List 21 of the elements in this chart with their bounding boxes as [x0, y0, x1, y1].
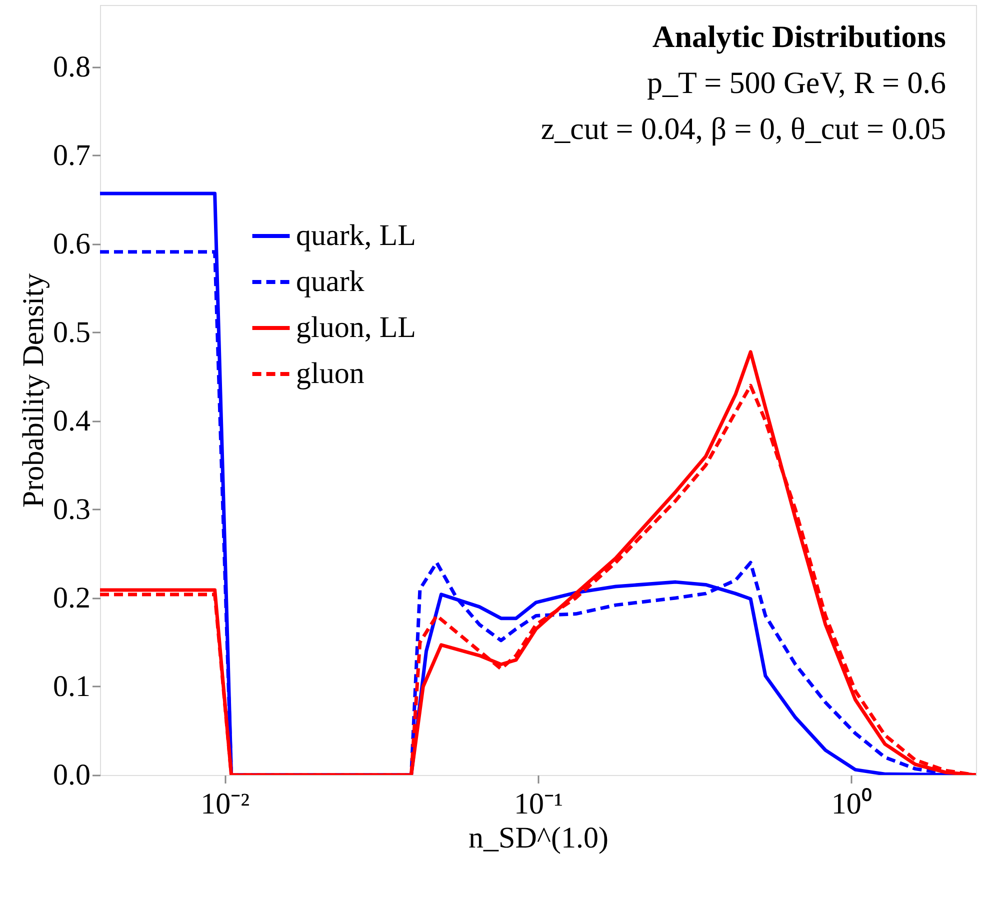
- legend-label: quark, LL: [296, 219, 416, 252]
- y-tick-label: 0.0: [53, 758, 90, 792]
- x-tick-label: 10⁻²: [200, 788, 250, 820]
- y-tick-label: 0.5: [53, 316, 90, 349]
- y-tick-label: 0.8: [53, 50, 90, 84]
- text: p_T = 500 GeV, R = 0.6: [646, 65, 946, 100]
- legend-label: gluon, LL: [296, 311, 416, 344]
- y-tick-label: 0.2: [53, 581, 90, 614]
- x-tick-label: 10⁰: [831, 788, 872, 820]
- x-tick-label: 10⁻¹: [514, 788, 563, 820]
- y-tick-label: 0.6: [53, 227, 90, 260]
- legend-label: quark: [296, 265, 364, 298]
- text: Analytic Distributions: [652, 19, 946, 54]
- y-tick-label: 0.1: [53, 670, 90, 703]
- x-axis-title: n_SD^(1.0): [468, 822, 608, 854]
- y-tick-label: 0.7: [53, 138, 90, 172]
- y-tick-label: 0.3: [53, 492, 90, 526]
- text: z_cut = 0.04, β = 0, θ_cut = 0.05: [540, 111, 946, 146]
- y-axis-title: Probability Density: [17, 273, 50, 508]
- legend-label: gluon: [296, 357, 364, 390]
- y-tick-label: 0.4: [53, 404, 90, 438]
